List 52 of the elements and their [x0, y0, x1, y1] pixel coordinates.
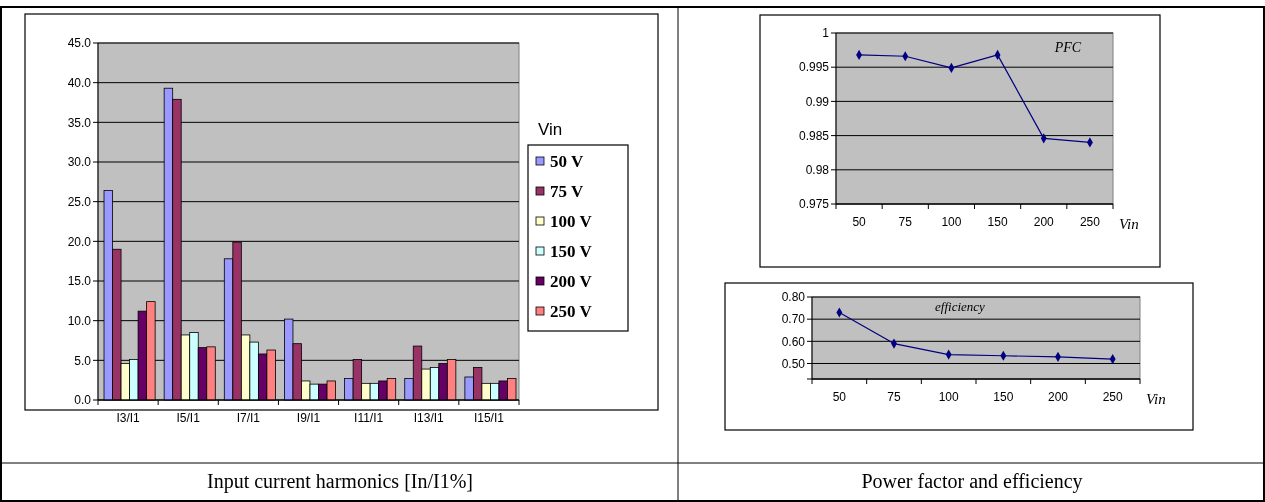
- x-tick-label: 150: [993, 390, 1014, 404]
- x-tick-label: 200: [1047, 390, 1069, 404]
- x-tick-label: I13/I1: [413, 411, 445, 425]
- y-tick-label: 15.0: [67, 274, 92, 289]
- x-tick-label: 150: [987, 215, 1008, 229]
- text: Power factor and efficiency: [861, 470, 1083, 493]
- x-tick-label: I3/I1: [116, 411, 141, 425]
- y-tick-label: 0.985: [798, 128, 830, 143]
- y-tick-label: 20.0: [67, 234, 92, 249]
- legend-label: 75 V: [550, 182, 584, 201]
- x-tick-label: I11/I1: [354, 411, 384, 425]
- legend-label: 150 V: [550, 242, 593, 261]
- y-tick-label: 0.995: [798, 60, 830, 75]
- text: Input current harmonics [In/I1%]: [206, 470, 474, 493]
- y-tick-label: 0.80: [781, 290, 806, 305]
- chart-title: efficiency: [935, 299, 986, 314]
- x-tick-label: 250: [1102, 390, 1123, 404]
- x-tick-label: 200: [1033, 215, 1055, 229]
- y-tick-label: 25.0: [67, 194, 92, 209]
- x-axis-title: Vin: [1146, 391, 1166, 407]
- x-tick-label: 250: [1079, 215, 1101, 229]
- x-axis-title: Vin: [1119, 216, 1139, 232]
- x-tick-label: I7/I1: [236, 411, 261, 425]
- y-tick-label: 35.0: [67, 115, 92, 130]
- x-tick-label: I9/I1: [296, 411, 321, 425]
- y-tick-label: 0.0: [74, 393, 92, 408]
- legend-title: Vin: [538, 120, 563, 139]
- y-tick-label: 30.0: [67, 155, 92, 170]
- y-tick-label: 5.0: [74, 353, 92, 368]
- y-tick-label: 10.0: [67, 313, 92, 328]
- y-tick-label: 45.0: [67, 36, 92, 51]
- y-tick-label: 0.975: [798, 197, 830, 212]
- y-tick-label: 0.70: [781, 312, 806, 327]
- legend-label: 200 V: [550, 272, 593, 291]
- x-tick-label: 75: [887, 390, 901, 404]
- y-tick-label: 0.60: [781, 334, 806, 349]
- x-tick-label: 100: [941, 215, 962, 229]
- legend-label: 50 V: [550, 152, 584, 171]
- legend-label: 100 V: [550, 212, 593, 231]
- x-tick-label: 50: [832, 390, 847, 404]
- y-tick-label: 1: [822, 26, 830, 41]
- y-tick-label: 0.99: [805, 94, 830, 109]
- x-tick-label: 50: [852, 215, 867, 229]
- y-tick-label: 40.0: [67, 75, 92, 90]
- y-tick-label: 0.50: [781, 356, 806, 371]
- x-tick-label: I5/I1: [176, 411, 201, 425]
- x-tick-label: 75: [898, 215, 913, 229]
- legend-label: 250 V: [550, 302, 593, 321]
- x-tick-label: I15/I1: [473, 411, 505, 425]
- x-tick-label: 100: [938, 390, 959, 404]
- y-tick-label: 0.98: [805, 163, 830, 177]
- text: PFC: [1053, 40, 1082, 55]
